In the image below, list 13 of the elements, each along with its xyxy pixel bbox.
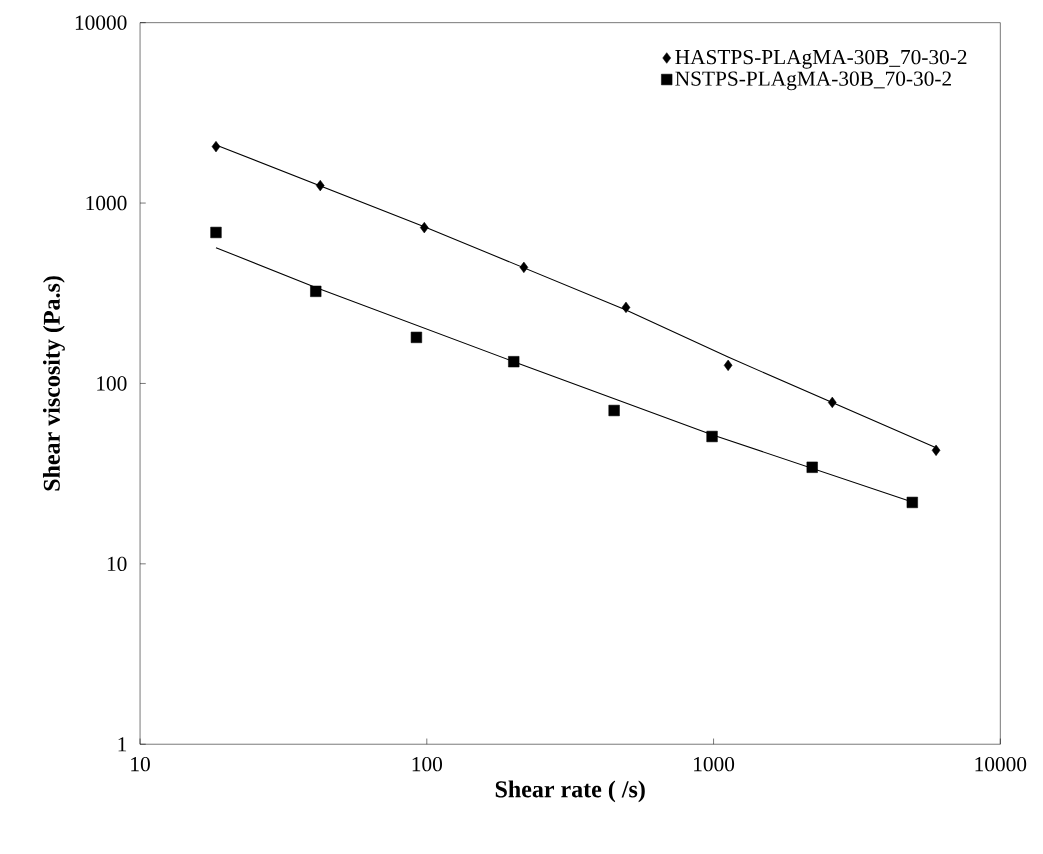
y-tick-label: 10 bbox=[107, 556, 127, 572]
y-tick-label: 100 bbox=[97, 376, 127, 391]
x-tick-label: 10 bbox=[131, 757, 150, 772]
legend-label: NSTPS-PLAgMA-30B_70-30-2 bbox=[675, 71, 951, 91]
y-tick-label: 1000 bbox=[86, 196, 127, 211]
x-axis-title: Shear rate ( /s) bbox=[495, 780, 645, 803]
x-tick-label: 100 bbox=[412, 757, 442, 772]
x-tick-label: 1000 bbox=[694, 757, 735, 772]
y-axis-title: Shear viscosity (Pa.s) bbox=[42, 276, 65, 491]
x-tick-label: 10000 bbox=[975, 757, 1027, 772]
legend-label: HASTPS-PLAgMA-30B_70-30-2 bbox=[675, 50, 967, 69]
y-tick-label: 10000 bbox=[75, 15, 127, 31]
y-tick-label: 1 bbox=[118, 737, 127, 752]
